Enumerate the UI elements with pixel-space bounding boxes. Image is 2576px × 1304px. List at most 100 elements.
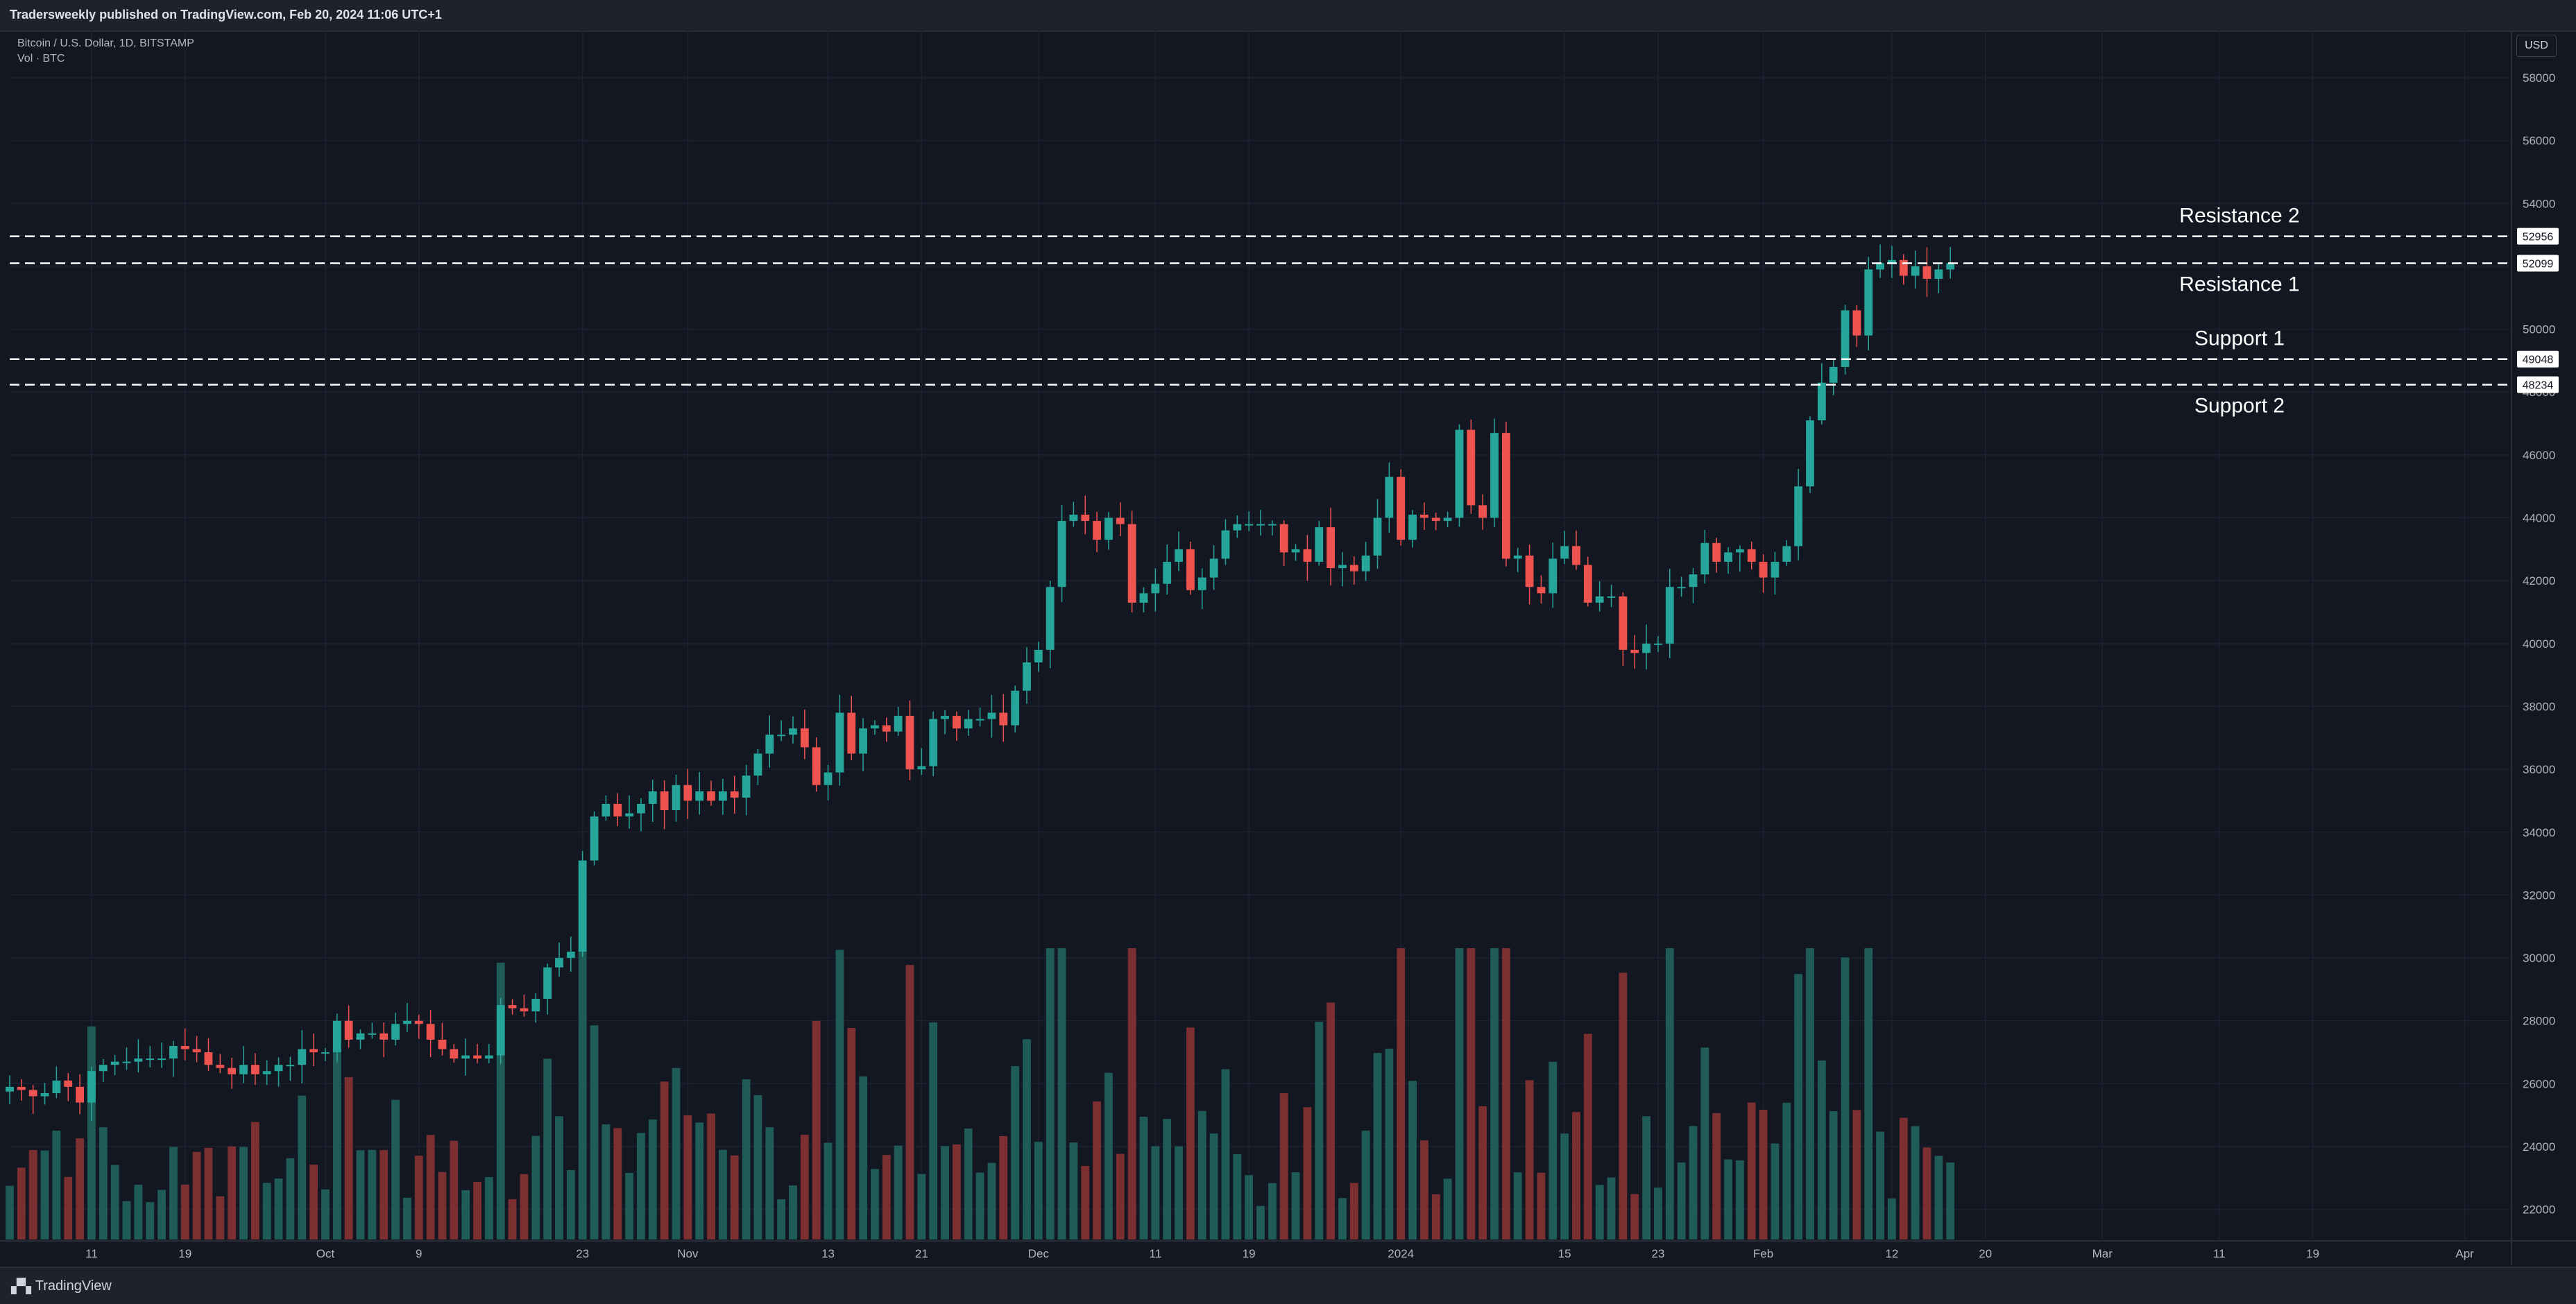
chart-area[interactable]: 22000 24000 26000 28000 30000 32000 34000 36000…	[0, 31, 2576, 1265]
candle-body[interactable]	[99, 1065, 108, 1072]
candle-body[interactable]	[1864, 269, 1873, 336]
candle-body[interactable]	[1478, 505, 1487, 518]
candle-body[interactable]	[695, 791, 704, 801]
candle-body[interactable]	[1841, 310, 1850, 367]
candle-body[interactable]	[6, 1086, 14, 1092]
candle-body[interactable]	[882, 725, 891, 732]
candle-body[interactable]	[438, 1039, 447, 1049]
candle-body[interactable]	[1735, 549, 1744, 553]
candle-body[interactable]	[1899, 259, 1908, 276]
candle-body[interactable]	[648, 791, 657, 804]
candle-body[interactable]	[602, 803, 611, 817]
candle-body[interactable]	[1455, 429, 1464, 518]
candle-body[interactable]	[298, 1049, 307, 1065]
candle-body[interactable]	[1712, 542, 1721, 562]
candle-body[interactable]	[426, 1024, 435, 1040]
candle-body[interactable]	[239, 1065, 248, 1074]
candle-body[interactable]	[1245, 524, 1254, 526]
candle-body[interactable]	[1607, 596, 1616, 598]
candle-body[interactable]	[543, 967, 552, 999]
candle-body[interactable]	[1467, 429, 1476, 506]
candle-body[interactable]	[1654, 643, 1662, 645]
candle-body[interactable]	[1408, 515, 1417, 540]
candle-body[interactable]	[975, 719, 984, 721]
candle-body[interactable]	[1397, 477, 1406, 540]
candle-body[interactable]	[1327, 527, 1336, 569]
candle-body[interactable]	[847, 712, 856, 754]
candle-body[interactable]	[566, 952, 575, 959]
candle-body[interactable]	[134, 1058, 143, 1062]
candle-body[interactable]	[812, 747, 821, 785]
candle-body[interactable]	[76, 1086, 85, 1103]
candle-body[interactable]	[578, 860, 587, 952]
candle-body[interactable]	[742, 775, 751, 798]
candle-body[interactable]	[484, 1055, 493, 1059]
candle-body[interactable]	[87, 1071, 96, 1103]
candle-body[interactable]	[1549, 558, 1558, 594]
candle-body[interactable]	[1513, 555, 1522, 559]
candle-body[interactable]	[871, 725, 879, 729]
candle-body[interactable]	[40, 1092, 49, 1097]
candle-body[interactable]	[1279, 524, 1288, 553]
candle-body[interactable]	[64, 1080, 73, 1087]
candle-body[interactable]	[1888, 259, 1896, 264]
candle-body[interactable]	[192, 1049, 201, 1053]
candle-body[interactable]	[637, 803, 645, 814]
candle-body[interactable]	[1677, 587, 1686, 589]
candle-body[interactable]	[508, 1005, 517, 1009]
candle-body[interactable]	[1233, 524, 1242, 531]
candle-body[interactable]	[309, 1049, 318, 1053]
candle-body[interactable]	[917, 766, 926, 770]
candle-body[interactable]	[999, 712, 1008, 726]
candle-body[interactable]	[1023, 662, 1031, 691]
candle-body[interactable]	[1151, 583, 1160, 594]
candle-body[interactable]	[228, 1067, 237, 1074]
candle-body[interactable]	[274, 1065, 283, 1072]
candle-body[interactable]	[1665, 587, 1674, 644]
candle-body[interactable]	[1876, 263, 1884, 270]
candle-body[interactable]	[344, 1020, 353, 1040]
candle-body[interactable]	[1771, 561, 1780, 578]
candle-body[interactable]	[941, 716, 949, 719]
candle-body[interactable]	[1922, 266, 1931, 280]
candle-body[interactable]	[1759, 561, 1768, 578]
candle-body[interactable]	[1385, 477, 1394, 518]
candle-body[interactable]	[964, 719, 973, 729]
candle-body[interactable]	[1046, 587, 1055, 650]
candle-body[interactable]	[332, 1020, 341, 1053]
candle-body[interactable]	[683, 784, 692, 801]
candle-body[interactable]	[1175, 549, 1183, 562]
candle-body[interactable]	[1537, 587, 1546, 594]
candle-body[interactable]	[905, 716, 914, 770]
currency-button[interactable]: USD	[2516, 35, 2557, 57]
candle-body[interactable]	[1782, 546, 1791, 562]
candle-body[interactable]	[590, 816, 599, 861]
candle-body[interactable]	[414, 1020, 423, 1024]
candle-body[interactable]	[1011, 690, 1020, 726]
candle-body[interactable]	[1338, 565, 1347, 569]
candle-body[interactable]	[1291, 549, 1300, 553]
candle-body[interactable]	[1911, 266, 1920, 276]
candle-body[interactable]	[1630, 649, 1639, 653]
candle-body[interactable]	[17, 1086, 26, 1090]
candle-body[interactable]	[1104, 517, 1113, 540]
candle-body[interactable]	[1057, 521, 1066, 587]
candle-body[interactable]	[777, 735, 786, 737]
candle-body[interactable]	[730, 791, 739, 798]
candle-body[interactable]	[1572, 546, 1580, 565]
candle-body[interactable]	[216, 1065, 225, 1068]
candle-body[interactable]	[1501, 433, 1510, 559]
candle-body[interactable]	[1443, 517, 1452, 522]
candle-body[interactable]	[262, 1071, 271, 1074]
candle-body[interactable]	[1081, 515, 1090, 522]
candle-body[interactable]	[1361, 555, 1370, 572]
candle-body[interactable]	[625, 813, 633, 817]
candle-body[interactable]	[1490, 433, 1499, 518]
candle-body[interactable]	[1934, 269, 1943, 280]
candle-body[interactable]	[1163, 561, 1172, 584]
candle-body[interactable]	[356, 1033, 365, 1040]
candle-body[interactable]	[613, 803, 622, 817]
candlestick-chart[interactable]: 22000 24000 26000 28000 30000 32000 34000 36000…	[0, 31, 2576, 1265]
candle-body[interactable]	[1583, 565, 1592, 603]
candle-body[interactable]	[496, 1005, 505, 1056]
